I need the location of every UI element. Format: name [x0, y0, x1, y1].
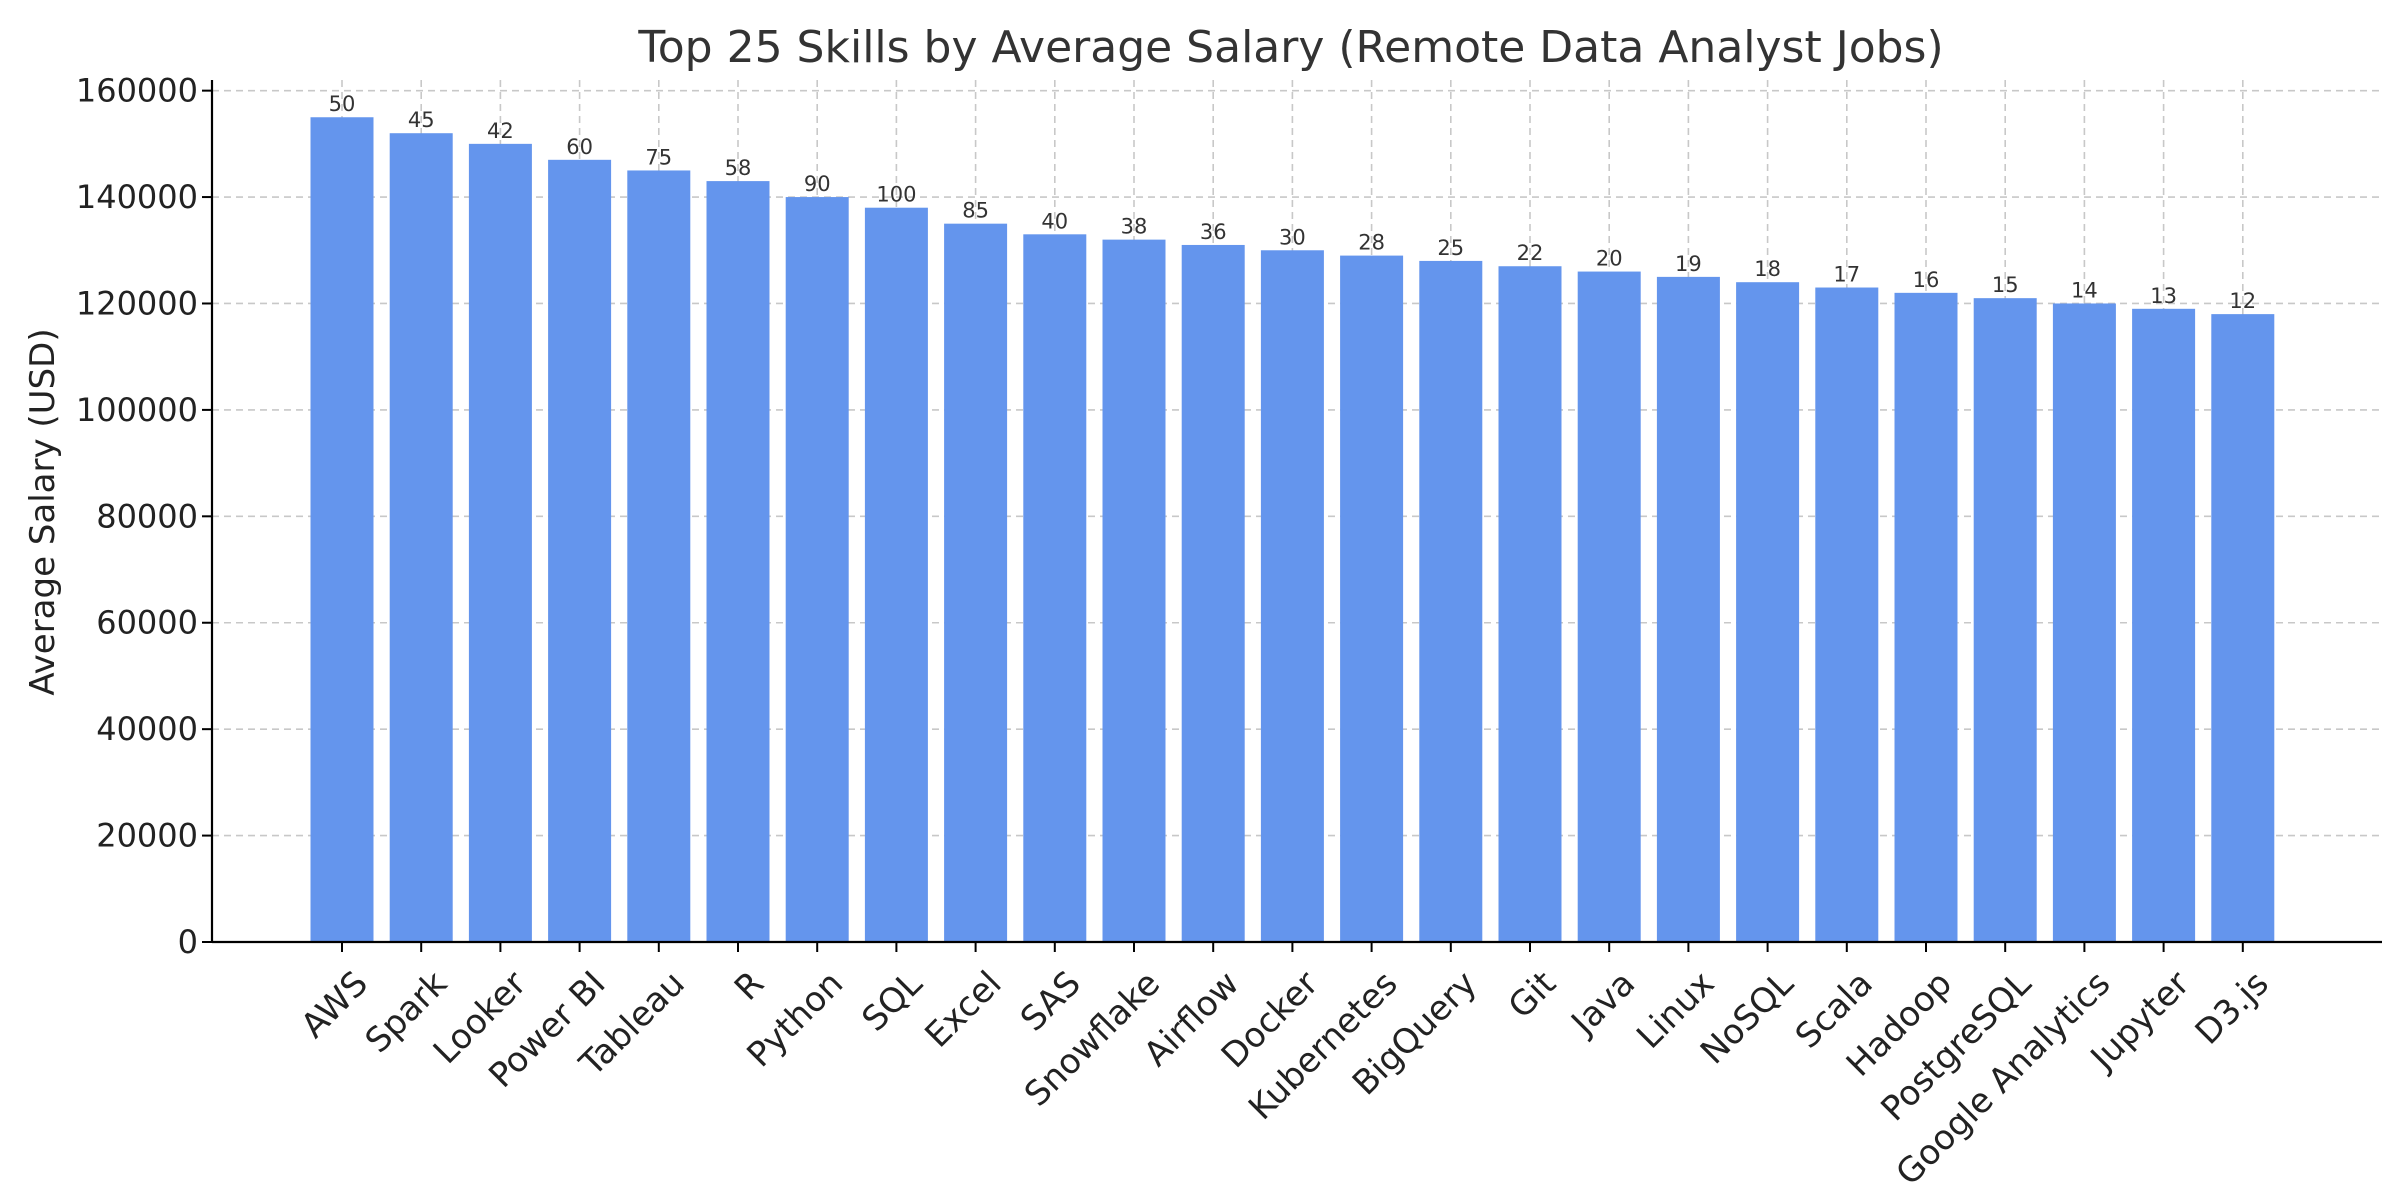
bars-layer: [310, 117, 2275, 943]
bar-data-label: 75: [645, 145, 672, 169]
x-tick-label: Git: [1501, 964, 1564, 1027]
x-tick-label: R: [727, 964, 772, 1009]
y-tick-label: 80000: [96, 497, 198, 535]
y-tick-label: 120000: [76, 284, 198, 322]
bar-spark: [389, 133, 453, 943]
y-tick-label: 60000: [96, 604, 198, 642]
bar-sql: [864, 207, 928, 942]
bar-d3-js: [2211, 314, 2275, 943]
bar-bigquery: [1419, 260, 1483, 942]
y-tick-label: 140000: [76, 178, 198, 216]
axes-layer: [202, 80, 2382, 952]
bar-nosql: [1736, 282, 1800, 943]
bar-tableau: [627, 170, 691, 942]
bar-data-label: 28: [1358, 231, 1385, 255]
bar-data-label: 30: [1279, 225, 1306, 249]
bar-data-label: 25: [1437, 236, 1464, 260]
bar-kubernetes: [1340, 255, 1404, 942]
bar-data-label: 100: [876, 183, 916, 207]
bar-google-analytics: [2052, 303, 2116, 943]
bar-data-label: 45: [408, 108, 435, 132]
bar-sas: [1023, 234, 1087, 942]
bar-data-label: 18: [1754, 257, 1781, 281]
bar-looker: [468, 143, 532, 942]
chart-title: Top 25 Skills by Average Salary (Remote …: [637, 22, 1943, 73]
bar-data-label: 17: [1833, 263, 1860, 287]
bar-data-label: 36: [1200, 220, 1227, 244]
bar-data-label: 50: [329, 92, 356, 116]
bar-data-label: 58: [725, 156, 752, 180]
bar-data-label: 16: [1913, 268, 1940, 292]
x-tick-label: D3.js: [2188, 964, 2277, 1053]
bar-r: [706, 181, 770, 943]
bar-data-label: 22: [1517, 241, 1544, 265]
bar-data-label: 12: [2229, 289, 2256, 313]
bar-scala: [1815, 287, 1879, 942]
bar-java: [1577, 271, 1641, 942]
bar-data-label: 20: [1596, 247, 1623, 271]
bar-data-label: 19: [1675, 252, 1702, 276]
bar-data-label: 60: [566, 135, 593, 159]
bar-aws: [310, 117, 374, 943]
x-tick-label: Java: [1563, 964, 1643, 1044]
bar-data-label: 15: [1992, 273, 2019, 297]
bar-git: [1498, 266, 1562, 942]
bar-data-label: 40: [1041, 209, 1068, 233]
bar-power-bi: [548, 159, 612, 942]
y-tick-label: 100000: [76, 391, 198, 429]
y-tick-label: 160000: [76, 72, 198, 110]
y-tick-label: 20000: [96, 817, 198, 855]
bar-data-label: 85: [962, 199, 989, 223]
bar-linux: [1656, 276, 1720, 942]
x-tick-label: Excel: [918, 964, 1010, 1056]
bar-data-label: 13: [2150, 284, 2177, 308]
bar-docker: [1260, 250, 1324, 942]
bar-data-label: 14: [2071, 278, 2098, 302]
bar-jupyter: [2132, 308, 2196, 942]
bar-excel: [944, 223, 1008, 942]
bar-hadoop: [1894, 292, 1958, 943]
bar-postgresql: [1973, 298, 2037, 942]
bar-data-label: 90: [804, 172, 831, 196]
y-axis-label: Average Salary (USD): [23, 328, 63, 695]
bar-data-label: 38: [1121, 215, 1148, 239]
y-tick-label: 40000: [96, 710, 198, 748]
y-tick-label: 0: [178, 923, 198, 961]
bar-data-label: 42: [487, 119, 514, 143]
bar-snowflake: [1102, 239, 1166, 942]
bar-airflow: [1181, 244, 1245, 942]
bar-python: [785, 197, 849, 943]
